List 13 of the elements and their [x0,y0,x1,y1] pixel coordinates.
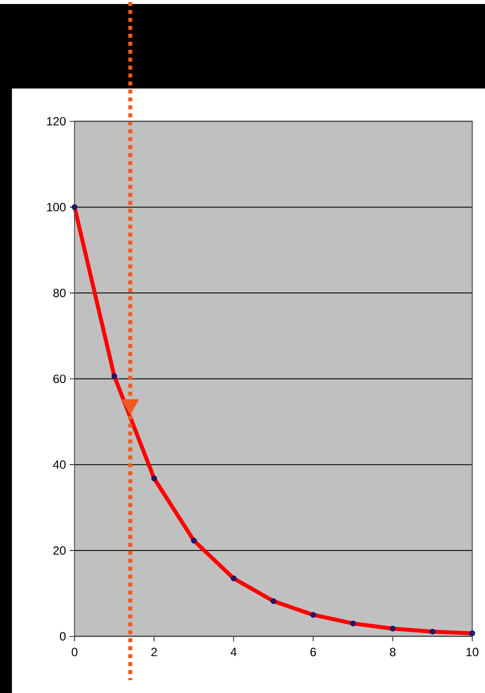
y-tick-label: 0 [60,632,66,641]
y-tick-label: 20 [53,546,66,555]
x-tick-label: 0 [72,648,78,656]
x-tick-label: 8 [390,648,396,656]
y-tick-label: 40 [53,460,66,469]
x-tick-label: 4 [230,648,237,656]
x-tick-label: 6 [310,648,316,656]
y-tick-label: 60 [53,374,66,384]
x-tick-label: 2 [151,648,157,656]
x-tick-label: 10 [466,648,478,656]
y-tick-label: 120 [46,117,66,126]
y-tick-label: 100 [46,202,66,212]
y-tick-label: 80 [53,288,66,298]
